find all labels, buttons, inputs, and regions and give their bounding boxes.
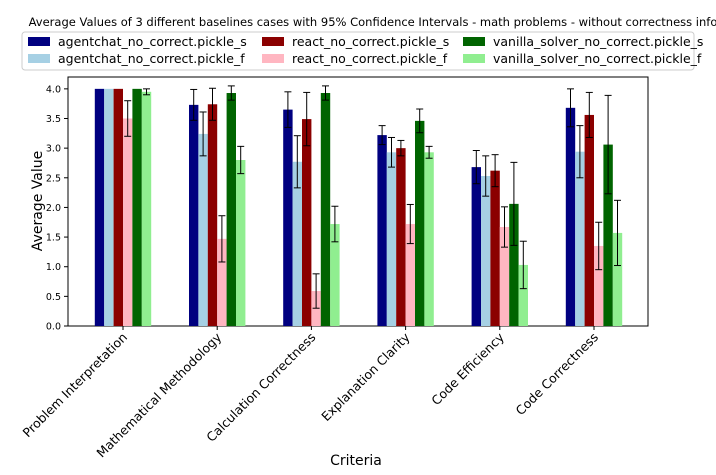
bar (104, 88, 114, 326)
bar (132, 88, 142, 326)
bar (405, 224, 415, 326)
bar (471, 167, 481, 326)
bar (302, 119, 312, 326)
bar (377, 135, 387, 326)
plot-area: 0.0 0.5 1.0 1.5 2.0 2.5 3.0 3.5 4.0 Problem Inter… (20, 76, 649, 460)
y-tick-label: 4.0 (46, 84, 61, 95)
y-tick-label: 2.0 (46, 203, 61, 214)
category-label: Explanation Clarity (318, 329, 413, 424)
bar (207, 104, 218, 327)
y-tick-label: 0.0 (46, 322, 61, 333)
bar (217, 238, 227, 326)
legend-swatch (28, 54, 50, 63)
bar (594, 245, 604, 326)
bar (283, 109, 293, 326)
bar (499, 226, 510, 326)
bar (330, 224, 340, 326)
bar (189, 104, 199, 326)
bar (509, 203, 519, 326)
legend-swatch (28, 37, 50, 46)
category-label: Calculation Correctness (203, 330, 318, 445)
y-tick-label: 2.5 (46, 173, 61, 184)
legend-label: agentchat_no_correct.pickle_f (58, 51, 245, 66)
bar (123, 118, 133, 326)
chart-title: Average Values of 3 different baselines … (29, 15, 716, 29)
bar (198, 133, 208, 326)
bar (292, 161, 302, 326)
legend-label: react_no_correct.pickle_s (292, 34, 449, 49)
bar (415, 120, 425, 326)
legend: agentchat_no_correct.pickle_s react_no_co… (21, 31, 703, 71)
bar (236, 160, 246, 326)
legend-box (21, 31, 695, 71)
legend-swatch (463, 54, 485, 63)
bar (565, 107, 576, 326)
legend-label: react_no_correct.pickle_f (292, 51, 448, 66)
legend-label: agentchat_no_correct.pickle_s (58, 34, 247, 49)
y-axis-label: Average Value (30, 151, 46, 251)
bar (396, 148, 406, 326)
bar (141, 91, 152, 326)
bar (320, 93, 331, 326)
bar (518, 264, 528, 326)
y-tick-label: 0.5 (46, 292, 61, 303)
bar (481, 176, 491, 326)
bar (490, 170, 500, 326)
bar (94, 88, 105, 326)
y-tick-label: 1.5 (46, 233, 61, 244)
bar (575, 151, 585, 326)
legend-swatch (262, 37, 284, 46)
y-tick-label: 3.5 (46, 114, 61, 125)
legend-label: vanilla_solver_no_correct.pickle_s (493, 34, 703, 49)
category-label: Code Efficiency (428, 329, 507, 408)
legend-swatch (262, 54, 284, 63)
legend-label: vanilla_solver_no_correct.pickle_f (493, 51, 702, 66)
x-axis-label: Criteria (330, 453, 382, 469)
bar (226, 93, 236, 326)
y-tick-label: 3.0 (46, 144, 61, 155)
category-label: Code Correctness (513, 330, 602, 419)
bar (603, 144, 613, 326)
bar (424, 152, 434, 326)
category-label: Problem Interpretation (20, 330, 131, 441)
legend-swatch (463, 37, 485, 46)
axes-frame (67, 76, 649, 327)
bar (386, 152, 397, 326)
bar (584, 114, 594, 326)
bar (113, 88, 123, 326)
y-tick-label: 1.0 (46, 262, 61, 273)
bar (612, 232, 623, 326)
